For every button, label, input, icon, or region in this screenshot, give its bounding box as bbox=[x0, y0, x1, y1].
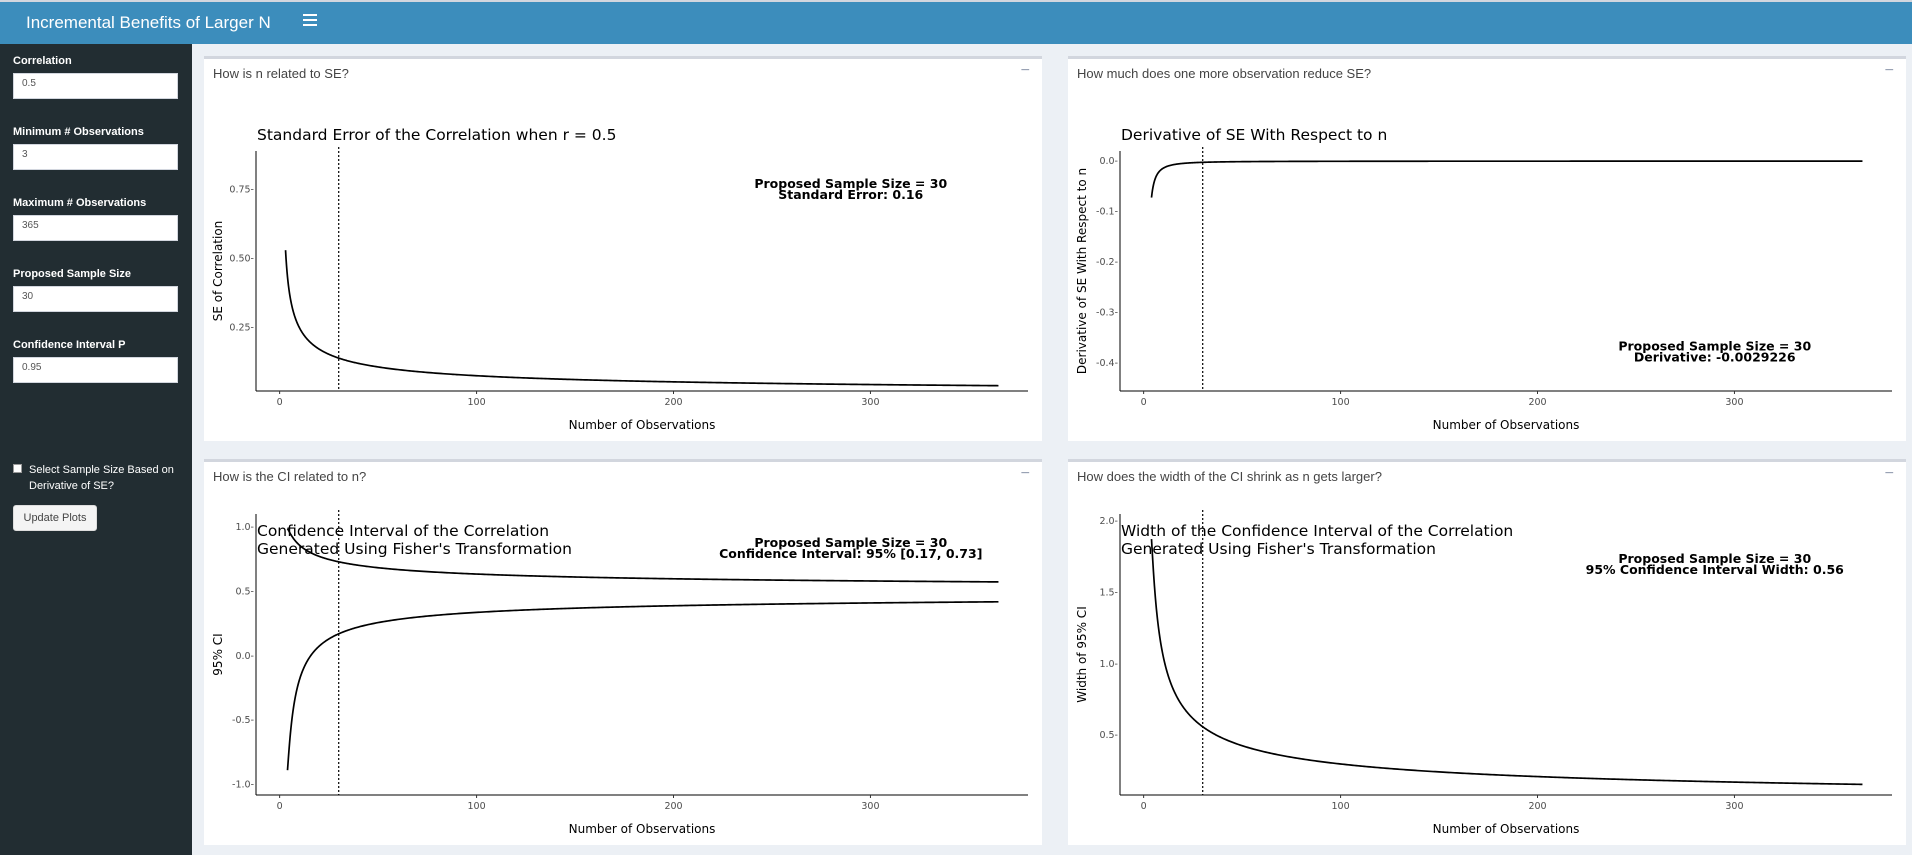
y-tick-label: -0.5- bbox=[232, 715, 254, 726]
y-axis-title: Width of 95% CI bbox=[1075, 606, 1089, 702]
x-axis-title: Number of Observations bbox=[1433, 418, 1580, 432]
y-tick-label: 2.0- bbox=[1099, 516, 1118, 527]
annotation-text: Proposed Sample Size = 30 bbox=[754, 535, 947, 550]
annotation-text: 95% Confidence Interval Width: 0.56 bbox=[1586, 562, 1845, 577]
x-tick-label: 200 bbox=[1528, 397, 1546, 408]
minimize-icon[interactable]: − bbox=[1884, 465, 1894, 482]
sidebar-toggle-hamburger-icon[interactable] bbox=[303, 14, 317, 26]
series-line bbox=[1150, 160, 1863, 198]
chart-title: Generated Using Fisher's Transformation bbox=[257, 540, 572, 558]
minimize-icon[interactable]: − bbox=[1884, 62, 1894, 79]
y-tick-label: 1.0- bbox=[235, 522, 254, 533]
panel-ci: How is the CI related to n? − Confidence… bbox=[204, 459, 1042, 845]
chart-title: Standard Error of the Correlation when r… bbox=[257, 126, 616, 144]
x-axis-title: Number of Observations bbox=[569, 822, 716, 836]
max-observations-label: Maximum # Observations bbox=[13, 197, 147, 209]
correlation-label: Correlation bbox=[13, 55, 72, 67]
x-tick-label: 100 bbox=[1332, 397, 1350, 408]
chart-title: Generated Using Fisher's Transformation bbox=[1121, 540, 1436, 558]
x-tick-label: 300 bbox=[1725, 801, 1743, 812]
y-tick-label: 1.0- bbox=[1099, 659, 1118, 670]
annotation-text: Proposed Sample Size = 30 bbox=[754, 176, 947, 191]
panel-title: How is the CI related to n? bbox=[213, 469, 367, 484]
series-line bbox=[284, 250, 999, 387]
y-tick-label: -0.3- bbox=[1096, 308, 1118, 319]
x-tick-label: 300 bbox=[861, 801, 879, 812]
min-observations-label: Minimum # Observations bbox=[13, 126, 144, 138]
x-tick-label: 0 bbox=[277, 397, 283, 408]
x-tick-label: 300 bbox=[1725, 397, 1743, 408]
confidence-interval-p-input[interactable]: 0.95 bbox=[13, 357, 178, 383]
panel-title: How is n related to SE? bbox=[213, 66, 349, 81]
app-title: Incremental Benefits of Larger N bbox=[26, 13, 271, 32]
annotation-text: Proposed Sample Size = 30 bbox=[1618, 551, 1811, 566]
panel-se: How is n related to SE? − Standard Error… bbox=[204, 56, 1042, 441]
minimize-icon[interactable]: − bbox=[1020, 465, 1030, 482]
y-axis-title: 95% CI bbox=[211, 633, 225, 675]
y-tick-label: -0.2- bbox=[1096, 257, 1118, 268]
y-tick-label: 0.75- bbox=[229, 185, 254, 196]
minimize-icon[interactable]: − bbox=[1020, 62, 1030, 79]
y-tick-label: 0.0- bbox=[235, 651, 254, 662]
ci-lower-line bbox=[286, 600, 999, 771]
sidebar: Correlation 0.5 Minimum # Observations 3… bbox=[0, 44, 192, 855]
chart-title: Derivative of SE With Respect to n bbox=[1121, 126, 1387, 144]
y-axis-title: Derivative of SE With Respect to n bbox=[1075, 168, 1089, 374]
se-chart: Standard Error of the Correlation when r… bbox=[211, 126, 1028, 432]
header-bar: Incremental Benefits of Larger N bbox=[0, 2, 1912, 44]
x-axis-title: Number of Observations bbox=[569, 418, 716, 432]
min-observations-input[interactable]: 3 bbox=[13, 144, 178, 170]
x-tick-label: 200 bbox=[664, 397, 682, 408]
y-tick-label: 1.5- bbox=[1099, 587, 1118, 598]
x-tick-label: 0 bbox=[1141, 397, 1147, 408]
panel-title: How does the width of the CI shrink as n… bbox=[1077, 469, 1382, 484]
panel-ci-width: How does the width of the CI shrink as n… bbox=[1068, 459, 1906, 845]
confidence-interval-p-label: Confidence Interval P bbox=[13, 339, 126, 351]
y-tick-label: 0.50- bbox=[229, 254, 254, 265]
x-tick-label: 100 bbox=[468, 397, 486, 408]
x-tick-label: 300 bbox=[861, 397, 879, 408]
y-tick-label: 0.25- bbox=[229, 323, 254, 334]
x-tick-label: 100 bbox=[1332, 801, 1350, 812]
x-axis-title: Number of Observations bbox=[1433, 822, 1580, 836]
annotation-text: Proposed Sample Size = 30 bbox=[1618, 339, 1811, 354]
chart-title: Confidence Interval of the Correlation bbox=[257, 522, 549, 540]
derivative-checkbox-label: Select Sample Size Based on Derivative o… bbox=[29, 464, 174, 492]
x-tick-label: 200 bbox=[1528, 801, 1546, 812]
x-tick-label: 0 bbox=[277, 801, 283, 812]
y-tick-label: 0.0- bbox=[1099, 156, 1118, 167]
annotation-text: Derivative: -0.0029226 bbox=[1634, 350, 1796, 365]
proposed-sample-size-input[interactable]: 30 bbox=[13, 286, 178, 312]
y-tick-label: -0.1- bbox=[1096, 207, 1118, 218]
panel-derivative: How much does one more observation reduc… bbox=[1068, 56, 1906, 441]
x-tick-label: 100 bbox=[468, 801, 486, 812]
update-plots-button[interactable]: Update Plots bbox=[13, 505, 97, 531]
proposed-sample-size-label: Proposed Sample Size bbox=[13, 268, 131, 280]
ci-upper-line bbox=[286, 528, 999, 583]
ci-chart: Confidence Interval of the CorrelationGe… bbox=[211, 510, 1028, 836]
correlation-input[interactable]: 0.5 bbox=[13, 73, 178, 99]
annotation-text: Standard Error: 0.16 bbox=[778, 187, 923, 202]
annotation-text: Confidence Interval: 95% [0.17, 0.73] bbox=[719, 546, 982, 561]
y-tick-label: -0.4- bbox=[1096, 358, 1118, 369]
y-tick-label: 0.5- bbox=[235, 586, 254, 597]
ci-width-chart: Width of the Confidence Interval of the … bbox=[1075, 510, 1892, 836]
max-observations-input[interactable]: 365 bbox=[13, 215, 178, 241]
y-axis-title: SE of Correlation bbox=[211, 221, 225, 322]
derivative-checkbox[interactable] bbox=[13, 464, 22, 473]
y-tick-label: 0.5- bbox=[1099, 730, 1118, 741]
derivative-chart: Derivative of SE With Respect to n 0 100 20… bbox=[1075, 126, 1892, 432]
top-border bbox=[0, 0, 1912, 2]
x-tick-label: 200 bbox=[664, 801, 682, 812]
series-line bbox=[1150, 538, 1863, 786]
chart-title: Width of the Confidence Interval of the … bbox=[1121, 522, 1513, 540]
panel-title: How much does one more observation reduc… bbox=[1077, 66, 1372, 81]
x-tick-label: 0 bbox=[1141, 801, 1147, 812]
y-tick-label: -1.0- bbox=[232, 780, 254, 791]
